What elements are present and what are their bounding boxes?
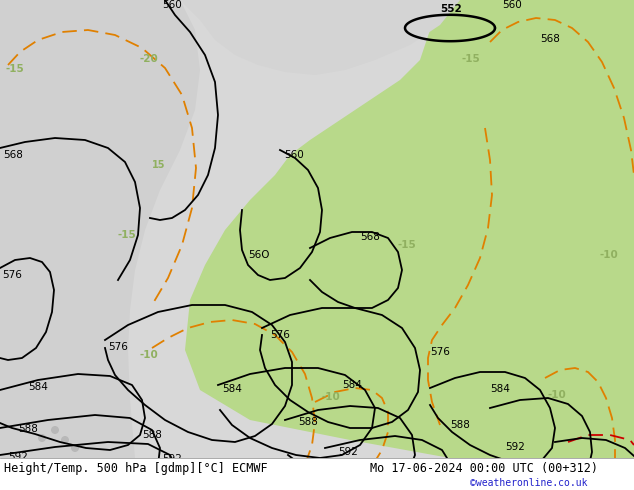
Text: -15: -15	[6, 64, 25, 74]
Text: Height/Temp. 500 hPa [gdmp][°C] ECMWF: Height/Temp. 500 hPa [gdmp][°C] ECMWF	[4, 462, 268, 475]
Text: 592: 592	[162, 454, 182, 464]
Text: 588: 588	[450, 420, 470, 430]
Text: 56O: 56O	[248, 250, 269, 260]
Circle shape	[51, 426, 59, 434]
Text: -10: -10	[140, 350, 158, 360]
Polygon shape	[180, 0, 460, 75]
Text: 552: 552	[440, 4, 462, 14]
Text: 592: 592	[505, 442, 525, 452]
Circle shape	[61, 436, 69, 444]
Polygon shape	[0, 0, 200, 458]
Text: 576: 576	[270, 330, 290, 340]
Text: -20: -20	[140, 54, 158, 64]
Text: 15: 15	[152, 160, 165, 170]
Text: 584: 584	[342, 380, 362, 390]
Text: 560: 560	[502, 0, 522, 10]
Text: 568: 568	[540, 34, 560, 44]
Text: 588: 588	[18, 424, 38, 434]
Polygon shape	[460, 0, 634, 180]
Circle shape	[38, 434, 46, 442]
Text: 584: 584	[28, 382, 48, 392]
Text: Mo 17-06-2024 00:00 UTC (00+312): Mo 17-06-2024 00:00 UTC (00+312)	[370, 462, 598, 475]
Text: 560: 560	[284, 150, 304, 160]
Bar	[0, 458, 634, 490]
Text: -10: -10	[600, 250, 619, 260]
Text: -15: -15	[398, 240, 417, 250]
Text: 576: 576	[2, 270, 22, 280]
Text: ©weatheronline.co.uk: ©weatheronline.co.uk	[470, 478, 588, 488]
Text: 592: 592	[338, 447, 358, 457]
Text: 588: 588	[142, 430, 162, 440]
Circle shape	[71, 444, 79, 452]
Text: -15: -15	[118, 230, 137, 240]
Text: 568: 568	[360, 232, 380, 242]
Polygon shape	[0, 340, 110, 458]
Text: 576: 576	[108, 342, 128, 352]
Text: 592: 592	[8, 452, 28, 462]
Text: -15: -15	[462, 54, 481, 64]
Text: -10: -10	[548, 390, 567, 400]
Text: 568: 568	[3, 150, 23, 160]
Text: 584: 584	[490, 384, 510, 394]
Text: -10: -10	[322, 392, 340, 402]
Text: 588: 588	[298, 417, 318, 427]
Text: 584: 584	[222, 384, 242, 394]
Text: 576: 576	[430, 347, 450, 357]
Text: 560: 560	[162, 0, 182, 10]
Polygon shape	[185, 0, 634, 458]
